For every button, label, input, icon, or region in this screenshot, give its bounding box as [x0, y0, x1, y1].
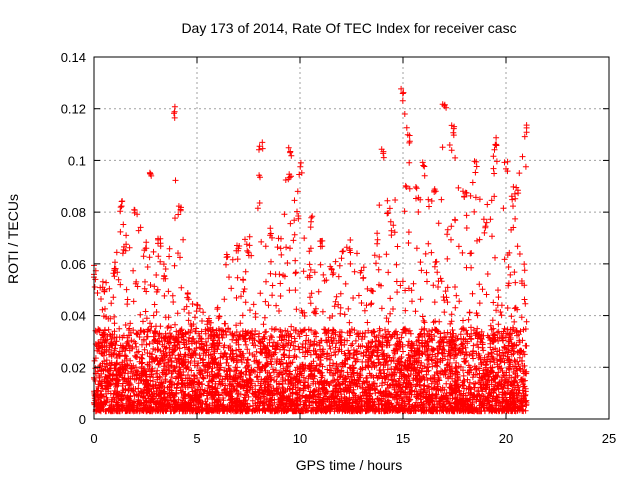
y-tick-label: 0.1 [68, 153, 86, 168]
y-tick-label: 0 [79, 412, 86, 427]
x-tick-label: 25 [602, 431, 616, 446]
y-tick-label: 0.04 [61, 309, 86, 324]
x-tick-label: 0 [90, 431, 97, 446]
roti-points [91, 85, 530, 415]
x-tick-label: 20 [499, 431, 513, 446]
y-tick-label: 0.08 [61, 205, 86, 220]
y-tick-label: 0.14 [61, 50, 86, 65]
y-tick-label: 0.06 [61, 257, 86, 272]
chart-title: Day 173 of 2014, Rate Of TEC Index for r… [181, 20, 516, 36]
plot-frame [93, 56, 610, 420]
data-points [91, 85, 530, 415]
x-tick-label: 5 [193, 431, 200, 446]
x-tick-label: 10 [293, 431, 307, 446]
y-tick-label: 0.02 [61, 360, 86, 375]
y-axis-label: ROTI / TECUs [5, 194, 21, 284]
y-tick-labels: 0 0.02 0.04 0.06 0.08 0.1 0.12 0.14 [61, 50, 86, 427]
x-tick-labels: 0 5 10 15 20 25 [90, 431, 616, 446]
y-tick-label: 0.12 [61, 102, 86, 117]
x-axis-label: GPS time / hours [296, 457, 403, 473]
grid-lines [94, 57, 609, 419]
x-tick-label: 15 [396, 431, 410, 446]
